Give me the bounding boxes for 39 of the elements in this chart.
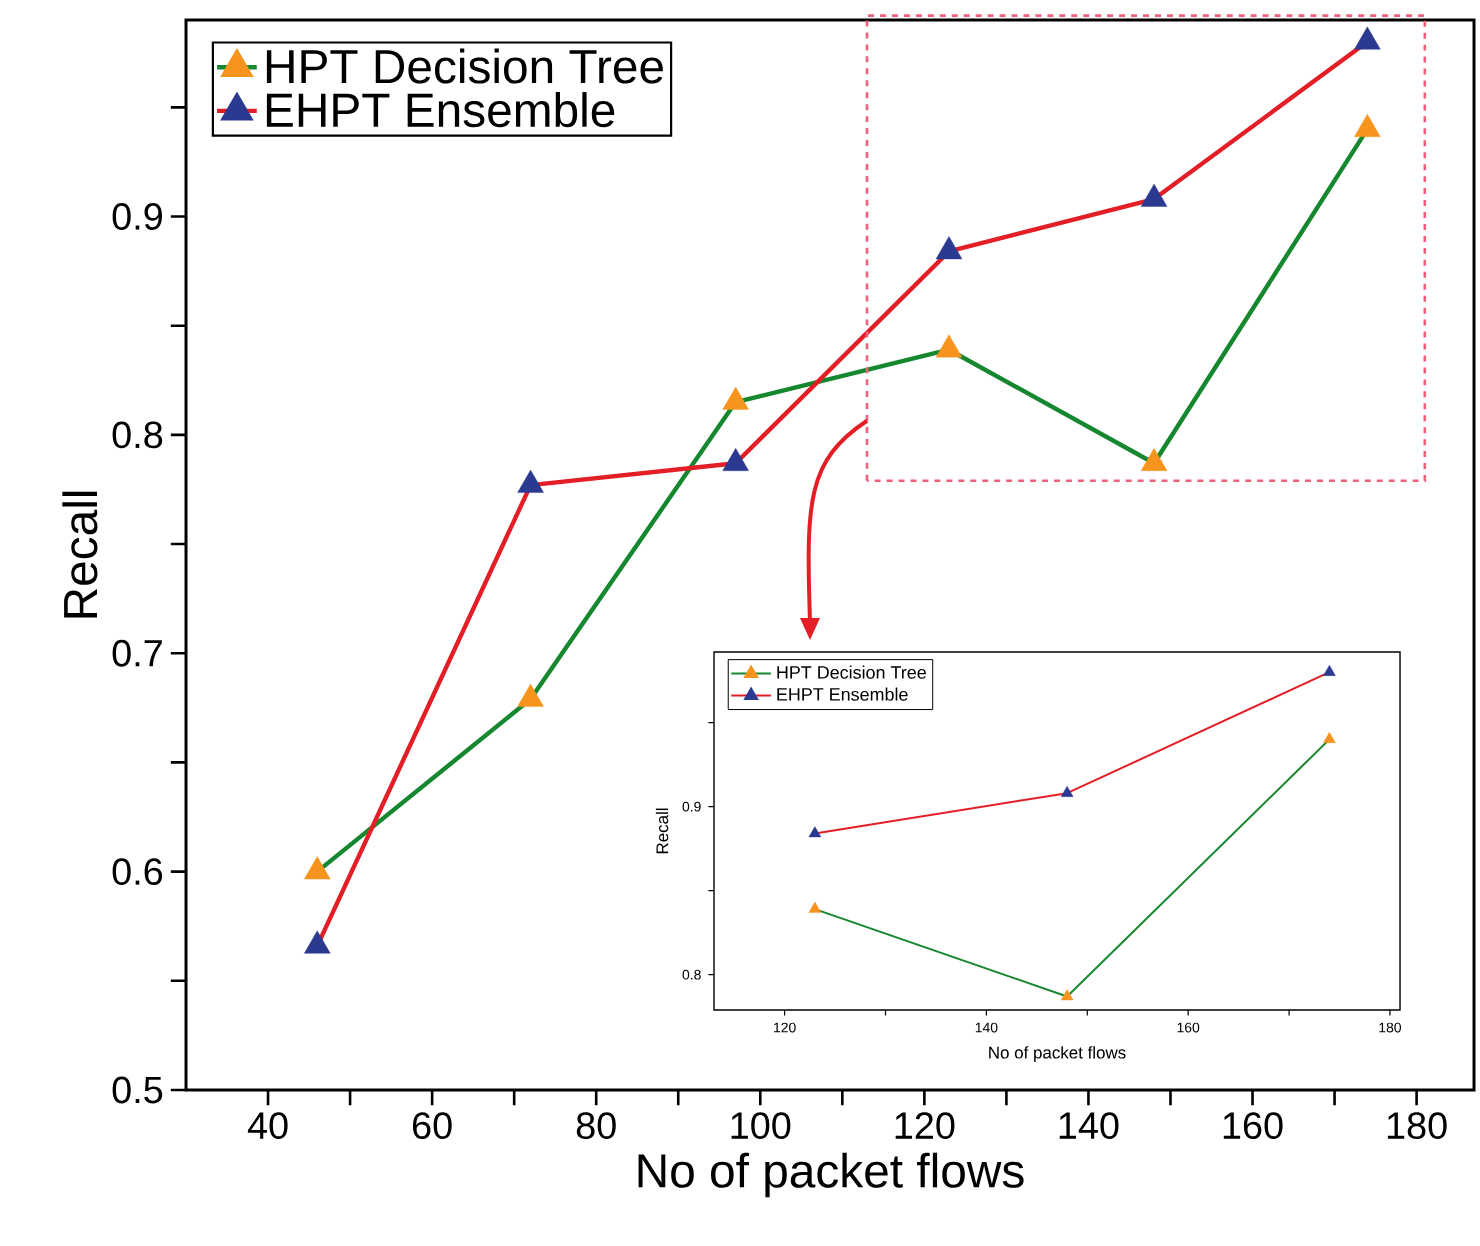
y-axis-title: Recall xyxy=(62,491,98,618)
point xyxy=(722,448,749,471)
x-tick-label: 140 xyxy=(1059,1112,1119,1140)
point xyxy=(304,856,331,880)
y-tick-label: 0.8 xyxy=(112,421,163,449)
point xyxy=(1354,26,1381,50)
x-tick-label: 100 xyxy=(731,1112,791,1140)
x-axis-title: No of packet flows xyxy=(638,1152,1024,1198)
point xyxy=(1323,732,1336,744)
x-tick-label: 60 xyxy=(412,1112,452,1140)
point xyxy=(935,334,963,358)
x-tick-label: 80 xyxy=(576,1112,616,1140)
y-axis-title: Recall xyxy=(655,808,669,854)
point xyxy=(808,901,822,913)
point xyxy=(722,386,749,410)
x-tick-label: 180 xyxy=(1387,1112,1447,1140)
point xyxy=(1060,785,1074,797)
x-axis-title: No of packet flows xyxy=(989,1046,1126,1062)
point xyxy=(1140,183,1168,207)
y-tick-label: 0.7 xyxy=(112,639,162,667)
legend-label: EHPT Ensemble xyxy=(266,92,615,128)
y-tick-label: 0.5 xyxy=(112,1076,163,1104)
x-tick-label: 160 xyxy=(1223,1112,1283,1140)
point xyxy=(935,236,963,260)
y-tick-label: 0.6 xyxy=(112,858,163,886)
legend-label: HPT Decision Tree xyxy=(777,665,926,679)
point xyxy=(808,826,822,838)
legend-label: EHPT Ensemble xyxy=(777,687,908,701)
legend-label: HPT Decision Tree xyxy=(266,48,663,84)
y-tick-label: 0.9 xyxy=(112,203,162,230)
point xyxy=(1060,989,1074,1001)
point xyxy=(304,930,331,954)
x-tick-label: 40 xyxy=(247,1112,288,1140)
point xyxy=(517,683,544,707)
point xyxy=(1323,664,1336,676)
x-tick-label: 120 xyxy=(895,1112,955,1140)
point xyxy=(1354,113,1381,137)
point xyxy=(1140,448,1168,471)
point xyxy=(517,469,544,493)
